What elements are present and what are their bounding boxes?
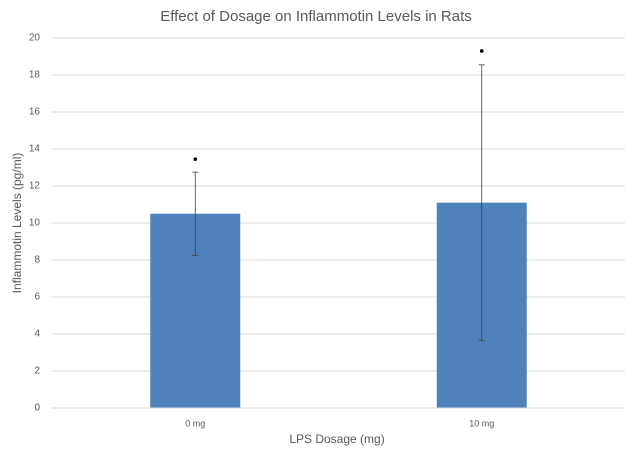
point-marker: [479, 49, 484, 53]
point-marker: [193, 157, 198, 161]
y-tick-label: 2: [34, 366, 40, 377]
chart-title: Effect of Dosage on Inflammotin Levels i…: [160, 8, 472, 25]
y-tick-label: 20: [29, 33, 41, 44]
y-tick-label: 0: [34, 403, 40, 414]
y-tick-label: 12: [29, 181, 41, 192]
y-tick-label: 8: [34, 255, 40, 266]
y-tick-label: 18: [29, 70, 41, 81]
y-tick-label: 14: [29, 144, 41, 155]
x-tick-label: 10 mg: [469, 418, 494, 428]
y-tick-label: 6: [34, 292, 40, 303]
x-axis-label: LPS Dosage (mg): [289, 432, 384, 446]
y-axis-label: Inflammotin Levels (pg/ml): [10, 153, 24, 294]
y-tick-label: 4: [34, 329, 40, 340]
x-tick-label: 0 mg: [185, 418, 205, 428]
y-tick-label: 10: [29, 218, 41, 229]
y-tick-label: 16: [29, 107, 41, 118]
